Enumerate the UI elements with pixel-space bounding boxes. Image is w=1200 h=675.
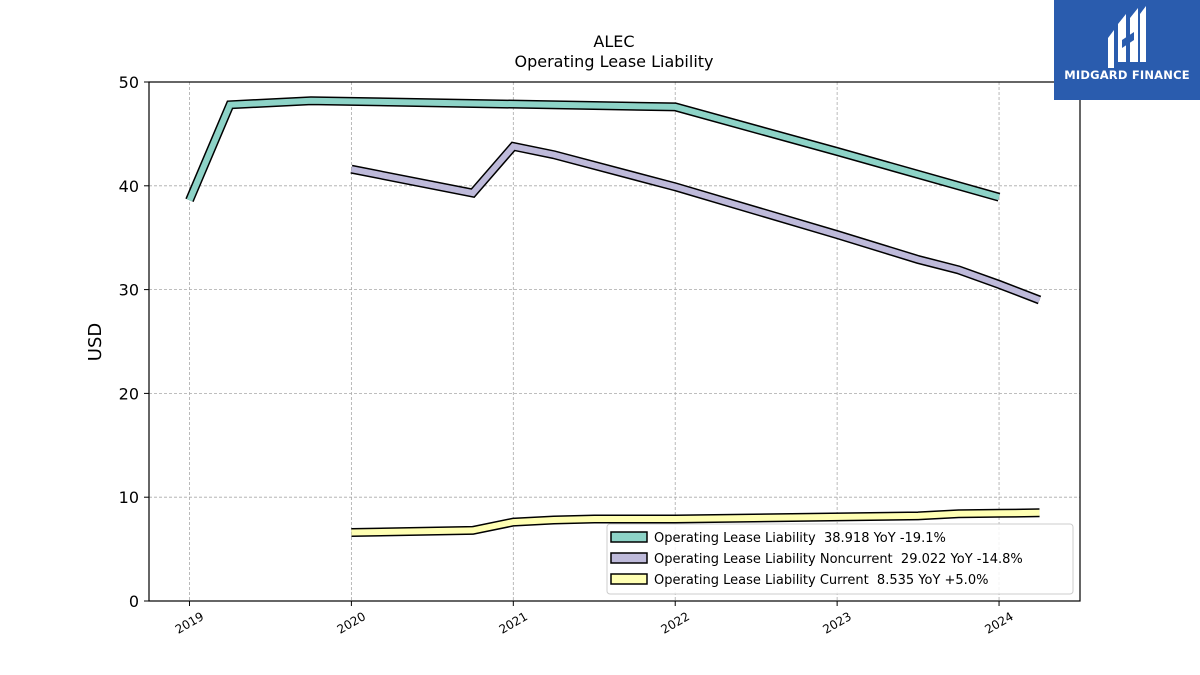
x-tick-label: 2022 bbox=[658, 609, 691, 636]
legend-swatch-0 bbox=[610, 531, 648, 543]
legend-label-1: Operating Lease Liability Noncurrent 29.… bbox=[654, 552, 1023, 567]
series-line-outline-0 bbox=[185, 96, 1001, 203]
series-layer bbox=[185, 96, 1042, 537]
x-tick-label: 2023 bbox=[820, 609, 853, 636]
y-tick-label: 20 bbox=[119, 384, 139, 403]
y-tick-label: 10 bbox=[119, 488, 139, 507]
x-tick-label: 2021 bbox=[497, 609, 530, 636]
legend-label-2: Operating Lease Liability Current 8.535 … bbox=[654, 573, 988, 588]
legend-swatch-2 bbox=[610, 573, 648, 585]
legend: Operating Lease Liability 38.918 YoY -19… bbox=[606, 523, 1074, 595]
series-line-outline-1 bbox=[350, 141, 1042, 305]
plot-frame bbox=[148, 81, 1081, 602]
legend-box bbox=[606, 523, 1074, 595]
brand-logo: MIDGARD FINANCE bbox=[1054, 0, 1200, 100]
x-tick-label: 2024 bbox=[982, 609, 1015, 636]
series-line-0 bbox=[186, 97, 1000, 202]
y-tick-label: 30 bbox=[119, 281, 139, 300]
x-tick-label: 2020 bbox=[335, 609, 368, 636]
brand-name: MIDGARD FINANCE bbox=[1064, 68, 1190, 82]
legend-swatch-1 bbox=[610, 552, 648, 564]
legend-label-0: Operating Lease Liability 38.918 YoY -19… bbox=[654, 531, 946, 546]
midgard-logo-icon bbox=[1108, 6, 1146, 68]
series-line-2 bbox=[351, 509, 1040, 536]
x-tick-label: 2019 bbox=[173, 609, 206, 636]
y-tick-label: 40 bbox=[119, 177, 139, 196]
chart-subtitle: Operating Lease Liability bbox=[514, 52, 713, 71]
y-tick-label: 0 bbox=[129, 592, 139, 611]
y-axis-label: USD bbox=[85, 323, 106, 361]
y-tick-label: 50 bbox=[119, 73, 139, 92]
chart-title: ALEC bbox=[593, 32, 634, 51]
series-line-1 bbox=[350, 143, 1041, 303]
